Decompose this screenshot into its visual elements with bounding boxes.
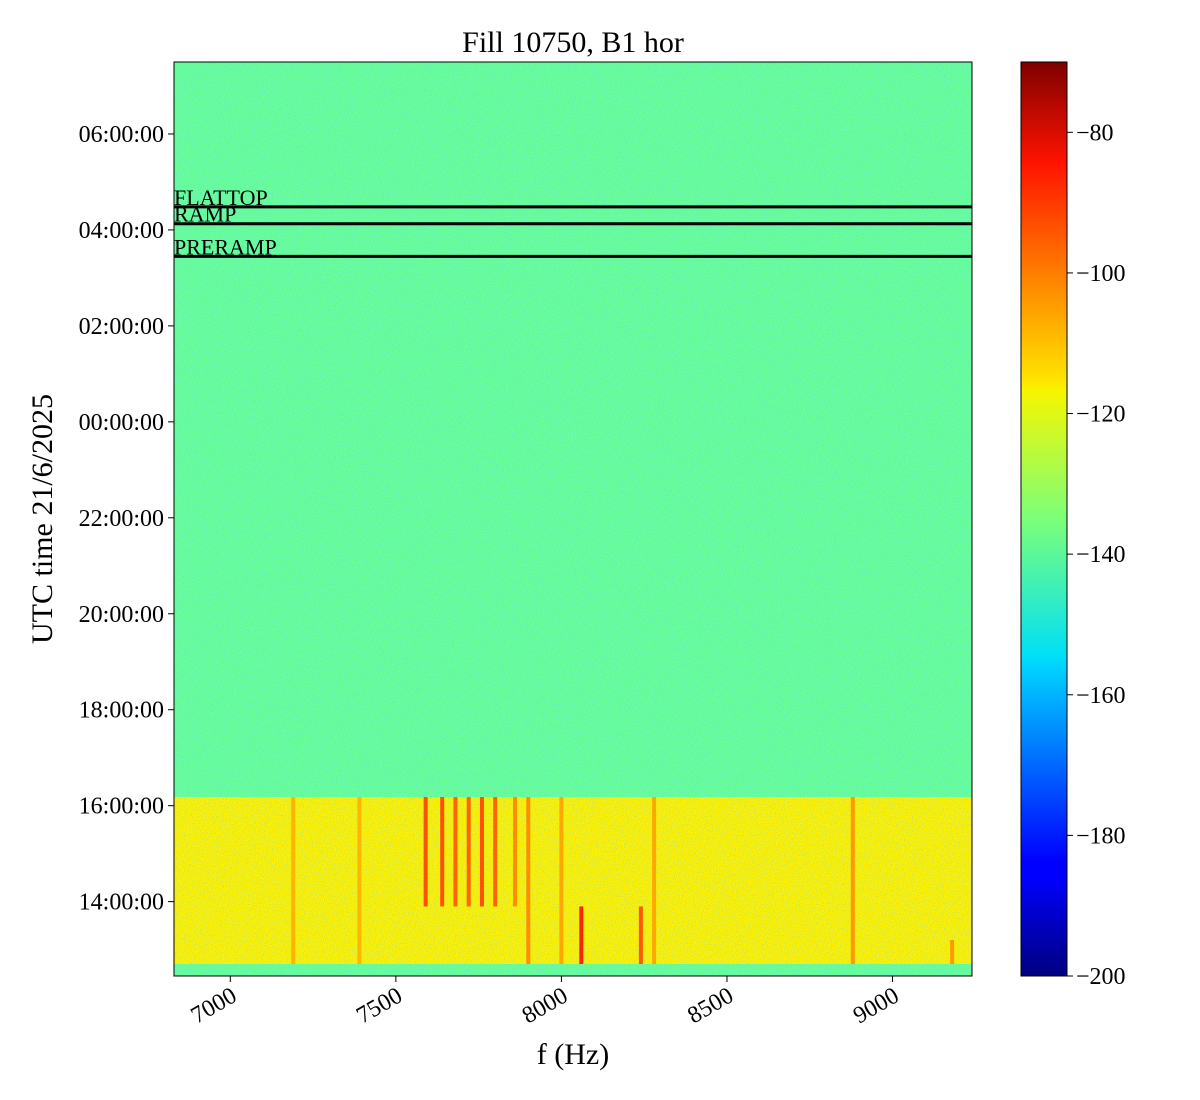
colorbar-tick-label: −100 xyxy=(1076,261,1126,287)
spectral-line-6 xyxy=(479,797,484,907)
y-tick-label: 18:00:00 xyxy=(79,698,164,724)
x-tick-label: 9000 xyxy=(849,983,904,1030)
noise-texture xyxy=(174,62,972,976)
spectral-line-4 xyxy=(453,797,458,907)
spectral-line-10 xyxy=(559,797,564,965)
y-tick-label: 06:00:00 xyxy=(79,122,164,148)
colorbar: −80 −100 −120 −140 −160 −180 −200 xyxy=(1020,61,1126,990)
spectral-line-12 xyxy=(638,906,643,965)
x-axis-ticks: 7000 7500 8000 8500 9000 xyxy=(187,976,904,1029)
spectral-line-1 xyxy=(357,797,362,965)
y-tick-label: 00:00:00 xyxy=(79,410,164,436)
spectral-line-2 xyxy=(423,797,428,907)
spectral-line-11 xyxy=(579,906,584,965)
y-tick-label: 22:00:00 xyxy=(79,506,164,532)
colorbar-tick-label: −120 xyxy=(1076,402,1126,428)
colorbar-tick-label: −180 xyxy=(1076,823,1126,849)
spectral-line-13 xyxy=(652,797,657,965)
spectral-line-14 xyxy=(850,797,855,965)
x-tick-label: 7000 xyxy=(187,983,242,1030)
colorbar-tick-label: −160 xyxy=(1076,683,1126,709)
y-axis-ticks: 14:00:00 16:00:00 18:00:00 20:00:00 22:00:00… xyxy=(79,122,174,916)
colorbar-ticks: −80 −100 −120 −140 −160 −180 −200 xyxy=(1067,120,1126,990)
y-axis-label: UTC time 21/6/2025 xyxy=(26,394,59,644)
spectral-line-0 xyxy=(291,797,296,965)
colorbar-gradient xyxy=(1020,61,1068,977)
chart-title: Fill 10750, B1 hor xyxy=(462,26,684,59)
colorbar-tick-label: −80 xyxy=(1076,120,1114,146)
spectral-line-8 xyxy=(513,797,518,907)
y-tick-label: 02:00:00 xyxy=(79,314,164,340)
event-label-preramp: PRERAMP xyxy=(174,234,277,259)
y-tick-label: 16:00:00 xyxy=(79,794,164,820)
event-label-flattop: FLATTOP xyxy=(174,185,268,210)
x-tick-label: 8000 xyxy=(518,983,573,1030)
x-tick-label: 7500 xyxy=(352,983,407,1030)
spectral-lines xyxy=(291,797,955,965)
y-tick-label: 04:00:00 xyxy=(79,218,164,244)
spectral-line-15 xyxy=(950,940,955,965)
plot-frame xyxy=(173,61,973,977)
colorbar-tick-label: −140 xyxy=(1076,542,1126,568)
event-label-ramp: RAMP xyxy=(174,202,236,227)
spectral-line-9 xyxy=(526,797,531,965)
y-tick-label: 20:00:00 xyxy=(79,602,164,628)
spectral-line-3 xyxy=(440,797,445,907)
y-tick-label: 14:00:00 xyxy=(79,890,164,916)
x-tick-label: 8500 xyxy=(683,983,738,1030)
colorbar-tick-label: −200 xyxy=(1076,964,1126,990)
spectral-line-5 xyxy=(466,797,471,907)
x-axis-label: f (Hz) xyxy=(537,1038,609,1071)
spectral-line-7 xyxy=(493,797,498,907)
